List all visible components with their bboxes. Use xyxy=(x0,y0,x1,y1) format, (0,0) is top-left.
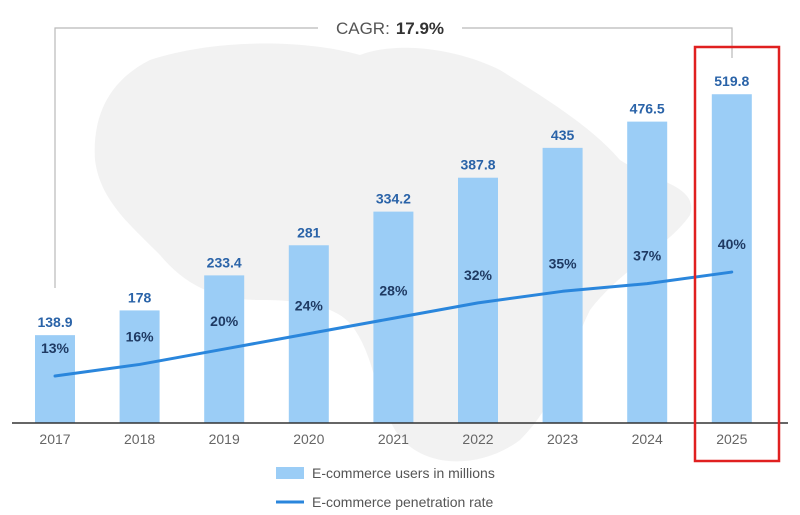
bar-value-label-2018: 178 xyxy=(128,289,152,305)
penetration-label-2025: 40% xyxy=(718,236,747,252)
x-tick-labels: 2017 2018 2019 2020 2021 2022 2023 2024 2025 xyxy=(39,431,747,447)
bar-value-label-2020: 281 xyxy=(297,224,321,240)
penetration-label-2020: 24% xyxy=(295,298,324,314)
cagr-label: CAGR: xyxy=(336,19,390,38)
x-tick-2021: 2021 xyxy=(378,431,409,447)
bar-value-label-2025: 519.8 xyxy=(714,73,749,89)
penetration-label-2023: 35% xyxy=(549,255,578,271)
legend-bar-swatch xyxy=(276,467,304,479)
x-tick-2025: 2025 xyxy=(716,431,747,447)
bar-2024 xyxy=(627,121,668,424)
x-tick-2022: 2022 xyxy=(462,431,493,447)
penetration-label-2024: 37% xyxy=(633,248,662,264)
x-tick-2018: 2018 xyxy=(124,431,155,447)
x-tick-2020: 2020 xyxy=(293,431,324,447)
penetration-label-2019: 20% xyxy=(210,313,239,329)
penetration-rate-line xyxy=(53,270,734,378)
legend-bar-label: E-commerce users in millions xyxy=(312,465,495,481)
x-tick-2017: 2017 xyxy=(39,431,70,447)
cagr-value: 17.9% xyxy=(396,19,444,38)
bar-2023 xyxy=(542,147,583,424)
penetration-label-2017: 13% xyxy=(41,340,70,356)
bar-2025 xyxy=(711,94,752,423)
cagr-annotation: CAGR: 17.9% xyxy=(336,19,444,38)
bar-labels-group: 138.9 178 233.4 281 334.2 387.8 435 476.5 519.8 xyxy=(37,73,749,330)
bar-value-label-2023: 435 xyxy=(551,127,575,143)
bar-value-label-2024: 476.5 xyxy=(630,101,665,117)
bar-value-label-2021: 334.2 xyxy=(376,191,411,207)
bar-value-label-2022: 387.8 xyxy=(460,157,495,173)
x-tick-2024: 2024 xyxy=(632,431,663,447)
penetration-labels-group: 13% 16% 20% 24% 28% 32% 35% 37% 40% xyxy=(41,236,746,356)
x-tick-2019: 2019 xyxy=(209,431,240,447)
legend-line-label: E-commerce penetration rate xyxy=(312,494,494,510)
highlight-box-2025 xyxy=(693,45,781,463)
bar-value-label-2019: 233.4 xyxy=(207,254,242,270)
bar-2017 xyxy=(35,335,75,423)
bar-value-label-2017: 138.9 xyxy=(37,314,72,330)
x-tick-2023: 2023 xyxy=(547,431,578,447)
penetration-label-2018: 16% xyxy=(126,328,155,344)
penetration-label-2022: 32% xyxy=(464,267,493,283)
penetration-label-2021: 28% xyxy=(379,282,408,298)
